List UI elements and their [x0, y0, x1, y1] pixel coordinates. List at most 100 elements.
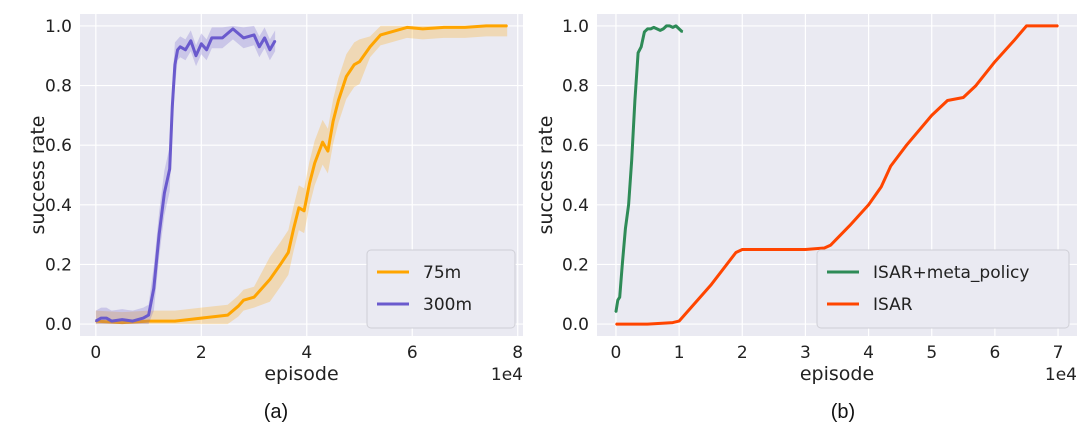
x-axis-label: episode: [800, 363, 874, 385]
data-point: [627, 204, 630, 206]
x-tick-label: 1: [674, 343, 685, 363]
data-point: [962, 96, 965, 99]
data-point: [100, 317, 102, 319]
x-tick-label: 5: [926, 343, 937, 363]
data-point: [179, 45, 182, 48]
data-point: [269, 278, 271, 281]
chart-panel-1: 0 2 4 6 8 0.0 0.2 0.4 0.6 0.8 1.0 episode success ra…: [27, 14, 523, 423]
y-tick-label: 0.0: [562, 315, 589, 335]
data-point: [274, 40, 276, 42]
data-point: [189, 40, 192, 42]
data-point: [253, 34, 255, 36]
y-tick-label: 0.2: [45, 255, 72, 275]
data-point: [321, 141, 324, 144]
data-point: [829, 244, 832, 246]
data-point: [615, 311, 617, 313]
data-point: [1038, 25, 1040, 27]
data-point: [232, 28, 234, 30]
data-point: [200, 317, 203, 319]
x-tick-label: 2: [196, 343, 207, 363]
x-tick-label: 4: [301, 343, 312, 363]
data-point: [332, 120, 334, 123]
y-tick-label: 1.0: [562, 17, 589, 37]
data-point: [110, 320, 113, 322]
data-point: [464, 26, 466, 29]
data-point: [678, 28, 680, 30]
data-point: [195, 54, 197, 57]
data-point: [1025, 25, 1028, 27]
x-tick-label: 0: [90, 343, 101, 363]
data-point: [303, 209, 305, 212]
data-point: [668, 25, 671, 27]
series-line: [95, 27, 277, 323]
data-point: [646, 323, 649, 325]
data-point: [634, 99, 636, 102]
data-point: [269, 48, 271, 51]
data-point: [773, 248, 775, 251]
data-point: [709, 284, 712, 287]
y-tick-label: 0.8: [562, 77, 589, 97]
data-point: [905, 144, 908, 146]
data-point: [211, 37, 213, 39]
y-tick-label: 0.0: [45, 315, 72, 335]
data-point: [121, 321, 123, 324]
data-point: [171, 105, 174, 108]
x-tick-label: 4: [863, 343, 874, 363]
data-point: [741, 248, 744, 251]
figure-caption: (a): [264, 401, 288, 423]
data-point: [142, 317, 145, 319]
y-tick-label: 0.4: [562, 196, 589, 216]
data-point: [1013, 40, 1015, 42]
data-point: [617, 299, 619, 302]
data-point: [327, 150, 329, 152]
data-point: [624, 227, 627, 230]
data-point: [735, 251, 737, 254]
data-point: [379, 34, 382, 36]
x-tick-label: 6: [989, 343, 1000, 363]
x-axis-exponent: 1e4: [491, 365, 523, 385]
data-point: [671, 321, 674, 324]
data-point: [226, 314, 229, 316]
data-point: [653, 26, 655, 29]
data-point: [345, 75, 348, 78]
data-point: [121, 318, 123, 321]
data-point: [153, 287, 155, 290]
data-point: [105, 317, 108, 319]
data-point: [406, 26, 408, 29]
data-point: [621, 263, 624, 266]
data-point: [671, 26, 674, 29]
legend: 75m 300m: [366, 249, 516, 329]
data-point: [823, 247, 826, 249]
data-point: [637, 51, 639, 54]
data-point: [659, 29, 661, 32]
x-tick-label: 0: [611, 343, 622, 363]
data-point: [131, 320, 134, 322]
data-point: [804, 248, 807, 251]
x-tick-label: 8: [512, 343, 523, 363]
data-point: [618, 296, 621, 299]
data-point: [867, 204, 870, 206]
data-point: [946, 99, 949, 102]
data-point: [662, 28, 665, 30]
data-point: [237, 305, 240, 307]
data-point: [221, 37, 224, 39]
data-point: [615, 323, 617, 325]
data-point: [889, 165, 892, 167]
y-tick-label: 0.6: [562, 136, 589, 156]
data-point: [176, 48, 179, 51]
data-point: [353, 63, 356, 66]
data-point: [646, 28, 649, 30]
data-point: [313, 162, 316, 164]
data-point: [242, 299, 245, 302]
data-point: [643, 31, 646, 33]
x-tick-label: 3: [800, 343, 811, 363]
data-point: [147, 314, 150, 316]
data-point: [630, 159, 633, 161]
data-point: [200, 43, 203, 45]
data-point: [994, 60, 996, 63]
data-point: [665, 25, 668, 27]
legend-label: 75m: [423, 263, 461, 283]
y-tick-label: 0.6: [45, 136, 72, 156]
y-tick-label: 0.8: [45, 77, 72, 97]
y-tick-label: 0.4: [45, 196, 72, 216]
